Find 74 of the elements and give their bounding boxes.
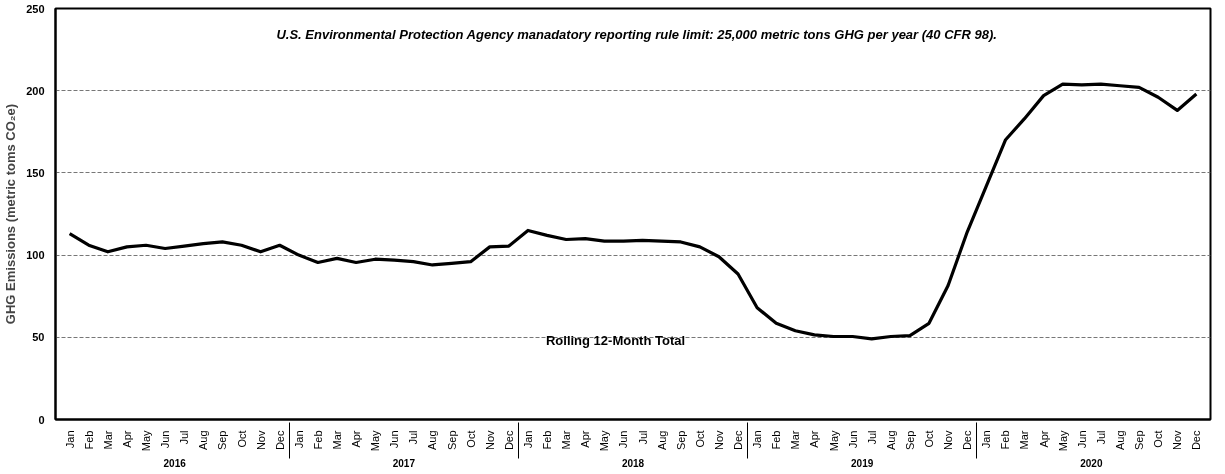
x-tick-label: Jun bbox=[1075, 430, 1088, 449]
x-tick-label: Aug bbox=[884, 430, 897, 451]
x-tick-label: Jul bbox=[1094, 430, 1107, 445]
x-tick-label: Sep bbox=[903, 430, 916, 451]
x-tick-label: Jul bbox=[865, 430, 878, 445]
x-tick-label: Jan bbox=[521, 430, 534, 449]
x-tick-label: Jun bbox=[159, 430, 172, 449]
x-tick-label: Nov bbox=[254, 430, 267, 451]
x-tick-label: Oct bbox=[923, 430, 936, 448]
x-tick-label: Dec bbox=[502, 430, 515, 451]
y-tick-label: 200 bbox=[26, 84, 45, 97]
x-tick-label: Jul bbox=[178, 430, 191, 445]
x-tick-label: Feb bbox=[999, 430, 1012, 450]
x-tick-label: May bbox=[598, 430, 611, 452]
x-tick-label: Mar bbox=[101, 430, 114, 450]
x-tick-label: Aug bbox=[426, 430, 439, 451]
x-tick-label: Nov bbox=[483, 430, 496, 451]
x-tick-label: Sep bbox=[674, 430, 687, 451]
x-tick-label: Nov bbox=[712, 430, 725, 451]
y-tick-label: 250 bbox=[26, 2, 45, 15]
x-tick-label: May bbox=[827, 430, 840, 452]
x-tick-label: Apr bbox=[350, 430, 363, 448]
x-tick-label: Jun bbox=[617, 430, 630, 449]
x-tick-label: Aug bbox=[1113, 430, 1126, 451]
x-tick-label: Jul bbox=[636, 430, 649, 445]
y-tick-label: 150 bbox=[26, 166, 45, 179]
x-tick-label: Mar bbox=[789, 430, 802, 450]
x-tick-label: Sep bbox=[445, 430, 458, 451]
x-tick-label: Jul bbox=[407, 430, 420, 445]
x-tick-label: Mar bbox=[1018, 430, 1031, 450]
x-tick-label: Oct bbox=[235, 430, 248, 448]
x-tick-label: May bbox=[1056, 430, 1069, 452]
x-tick-label: Jan bbox=[292, 430, 305, 449]
x-tick-label: Jan bbox=[63, 430, 76, 449]
x-tick-label: May bbox=[140, 430, 153, 452]
x-tick-label: Apr bbox=[120, 430, 133, 448]
x-tick-label: Apr bbox=[1037, 430, 1050, 448]
x-tick-label: Dec bbox=[1190, 430, 1203, 451]
y-tick-label: 0 bbox=[38, 413, 45, 426]
x-tick-label: Jan bbox=[751, 430, 764, 449]
x-tick-label: Feb bbox=[770, 430, 783, 450]
x-tick-label: Apr bbox=[808, 430, 821, 448]
text: U.S. Environmental Protection Agency manadatory reporting rule limit: 25,000 metric tons GHG per year (40 CFR 98). bbox=[276, 27, 997, 43]
x-tick-label: Dec bbox=[732, 430, 745, 451]
x-tick-label: Nov bbox=[942, 430, 955, 451]
text: 2018 bbox=[621, 458, 645, 470]
annotation: Rolling 12-Month Total bbox=[545, 333, 686, 349]
x-tick-label: Feb bbox=[541, 430, 554, 450]
x-tick-label: Nov bbox=[1171, 430, 1184, 451]
x-tick-label: Jun bbox=[388, 430, 401, 449]
text: 2019 bbox=[851, 458, 874, 470]
y-axis-title: GHG Emissions (metric toms CO₂e) bbox=[3, 103, 19, 325]
text: 2017 bbox=[392, 458, 416, 470]
text: 2016 bbox=[163, 458, 187, 470]
y-tick-label: 100 bbox=[26, 249, 45, 262]
x-tick-label: Jan bbox=[980, 430, 993, 449]
x-tick-label: Feb bbox=[82, 430, 95, 450]
x-tick-label: Oct bbox=[464, 430, 477, 448]
x-tick-label: Aug bbox=[655, 430, 668, 451]
y-tick-label: 50 bbox=[32, 331, 45, 344]
x-tick-label: Feb bbox=[311, 430, 324, 450]
x-tick-label: Mar bbox=[560, 430, 573, 450]
x-tick-label: May bbox=[369, 430, 382, 452]
x-tick-label: Sep bbox=[216, 430, 229, 451]
x-tick-label: Mar bbox=[330, 430, 343, 450]
x-tick-label: Dec bbox=[273, 430, 286, 451]
x-tick-label: Dec bbox=[961, 430, 974, 451]
x-tick-label: Jun bbox=[846, 430, 859, 449]
x-tick-label: Sep bbox=[1133, 430, 1146, 451]
text: 2020 bbox=[1080, 458, 1103, 470]
x-tick-label: Aug bbox=[197, 430, 210, 451]
x-tick-label: Oct bbox=[1152, 430, 1165, 448]
x-tick-label: Apr bbox=[579, 430, 592, 448]
x-tick-label: Oct bbox=[693, 430, 706, 448]
